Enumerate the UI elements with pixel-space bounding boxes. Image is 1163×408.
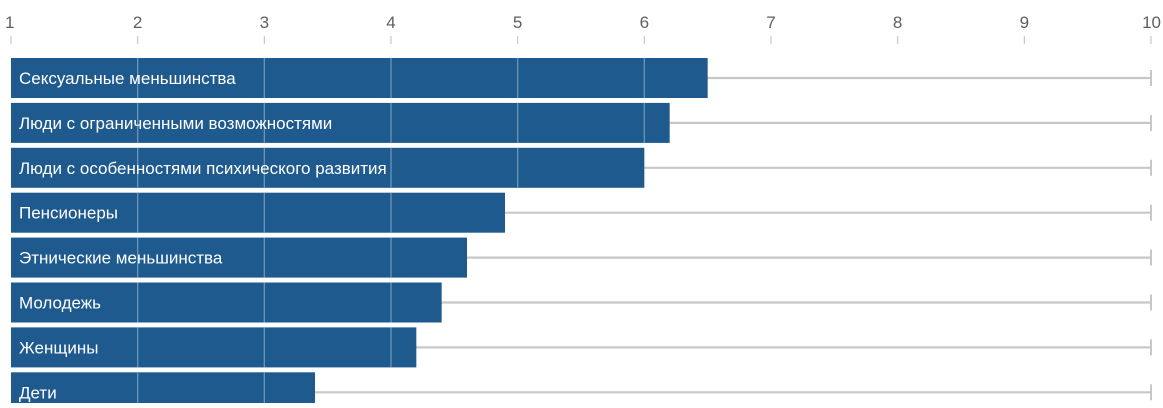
x-tick-label: 8 — [893, 13, 902, 32]
category-label: Молодежь — [19, 294, 101, 313]
bar — [11, 102, 670, 143]
x-tick-label: 10 — [1142, 13, 1161, 32]
bar-rows: Сексуальные меньшинства Люди с ограниченн… — [11, 58, 1152, 408]
bar — [11, 282, 442, 323]
category-label: Пенсионеры — [19, 204, 118, 223]
category-label: Люди с особенностями психического развит… — [19, 159, 387, 178]
bar — [11, 192, 505, 233]
category-label: Сексуальные меньшинства — [19, 69, 236, 88]
category-label: Люди с ограниченными возможностями — [19, 114, 332, 133]
category-label: Женщины — [19, 338, 98, 357]
category-label: Дети — [19, 383, 57, 402]
bar — [11, 147, 645, 188]
x-tick-label: 5 — [513, 13, 522, 32]
category-label: Этнические меньшинства — [19, 249, 223, 268]
bar-row: Люди с особенностями психического развит… — [11, 147, 1152, 188]
x-axis: 1 2 3 4 5 6 7 8 9 10 — [5, 13, 1161, 44]
x-tick-label: 7 — [766, 13, 775, 32]
bar-row: Женщины — [11, 327, 1152, 368]
bar — [11, 58, 708, 98]
x-tick-label: 3 — [260, 13, 269, 32]
x-tick-label: 1 — [5, 13, 14, 32]
x-tick-label: 9 — [1020, 13, 1029, 32]
x-tick-label: 2 — [133, 13, 142, 32]
bar-row: Этнические меньшинства — [11, 237, 1152, 278]
bar-row: Молодежь — [11, 282, 1152, 323]
bar-row: Дети — [11, 372, 1152, 408]
x-tick-label: 4 — [386, 13, 395, 32]
bar-row: Люди с ограниченными возможностями — [11, 102, 1152, 143]
x-tick-label: 6 — [640, 13, 649, 32]
bar-row: Пенсионеры — [11, 192, 1152, 233]
bar — [11, 327, 417, 368]
bar-row: Сексуальные меньшинства — [11, 58, 1152, 98]
